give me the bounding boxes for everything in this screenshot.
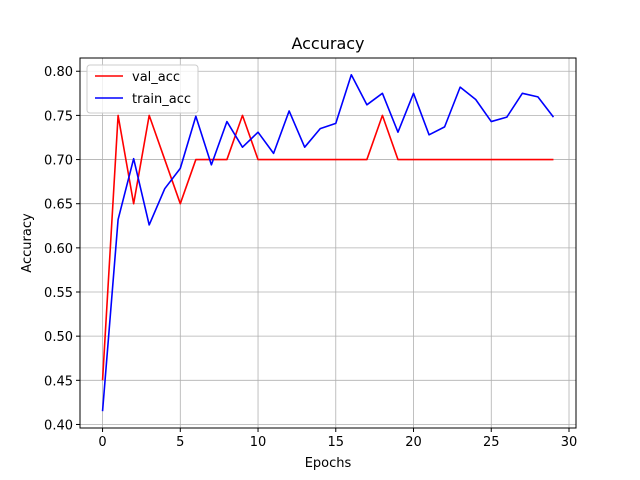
plot-frame [79,57,577,429]
x-axis-label: Epochs [305,456,352,471]
y-tick-label: 0.70 [44,154,73,169]
legend-label-train-acc: train_acc [132,92,191,107]
y-axis-label: Accuracy [20,213,35,273]
x-tick-label: 0 [98,435,106,450]
x-tick-label: 20 [405,435,422,450]
y-tick-label: 0.55 [44,286,73,301]
y-tick-label: 0.75 [44,109,73,124]
legend-label-val-acc: val_acc [132,70,180,85]
series-layer [101,73,555,412]
x-tick-label: 5 [176,435,184,450]
y-tick-label: 0.65 [44,198,73,213]
x-tick-label: 25 [483,435,500,450]
chart-title: Accuracy [291,34,364,53]
x-tick-label: 15 [328,435,345,450]
x-tick-label: 10 [250,435,267,450]
y-tick-label: 0.80 [44,65,73,80]
series-line-val-acc [101,114,554,381]
y-tick-label: 0.40 [44,418,73,433]
legend-box [86,64,199,114]
y-tick-label: 0.60 [44,242,73,257]
y-tick-label: 0.45 [44,374,73,389]
x-tick-label: 30 [561,435,578,450]
series-line-train-acc [101,73,555,412]
y-tick-label: 0.50 [44,330,73,345]
ticks-layer: 0 5 10 15 20 25 30 0.40 0.45 0.50 0.55 0.60 0.65 0.70… [44,65,577,450]
legend: val_acc train_acc [86,64,199,114]
